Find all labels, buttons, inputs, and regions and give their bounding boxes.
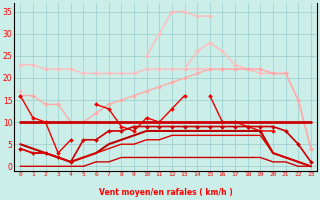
- X-axis label: Vent moyen/en rafales ( km/h ): Vent moyen/en rafales ( km/h ): [99, 188, 232, 197]
